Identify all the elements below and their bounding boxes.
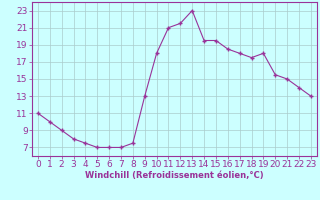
X-axis label: Windchill (Refroidissement éolien,°C): Windchill (Refroidissement éolien,°C) bbox=[85, 171, 264, 180]
